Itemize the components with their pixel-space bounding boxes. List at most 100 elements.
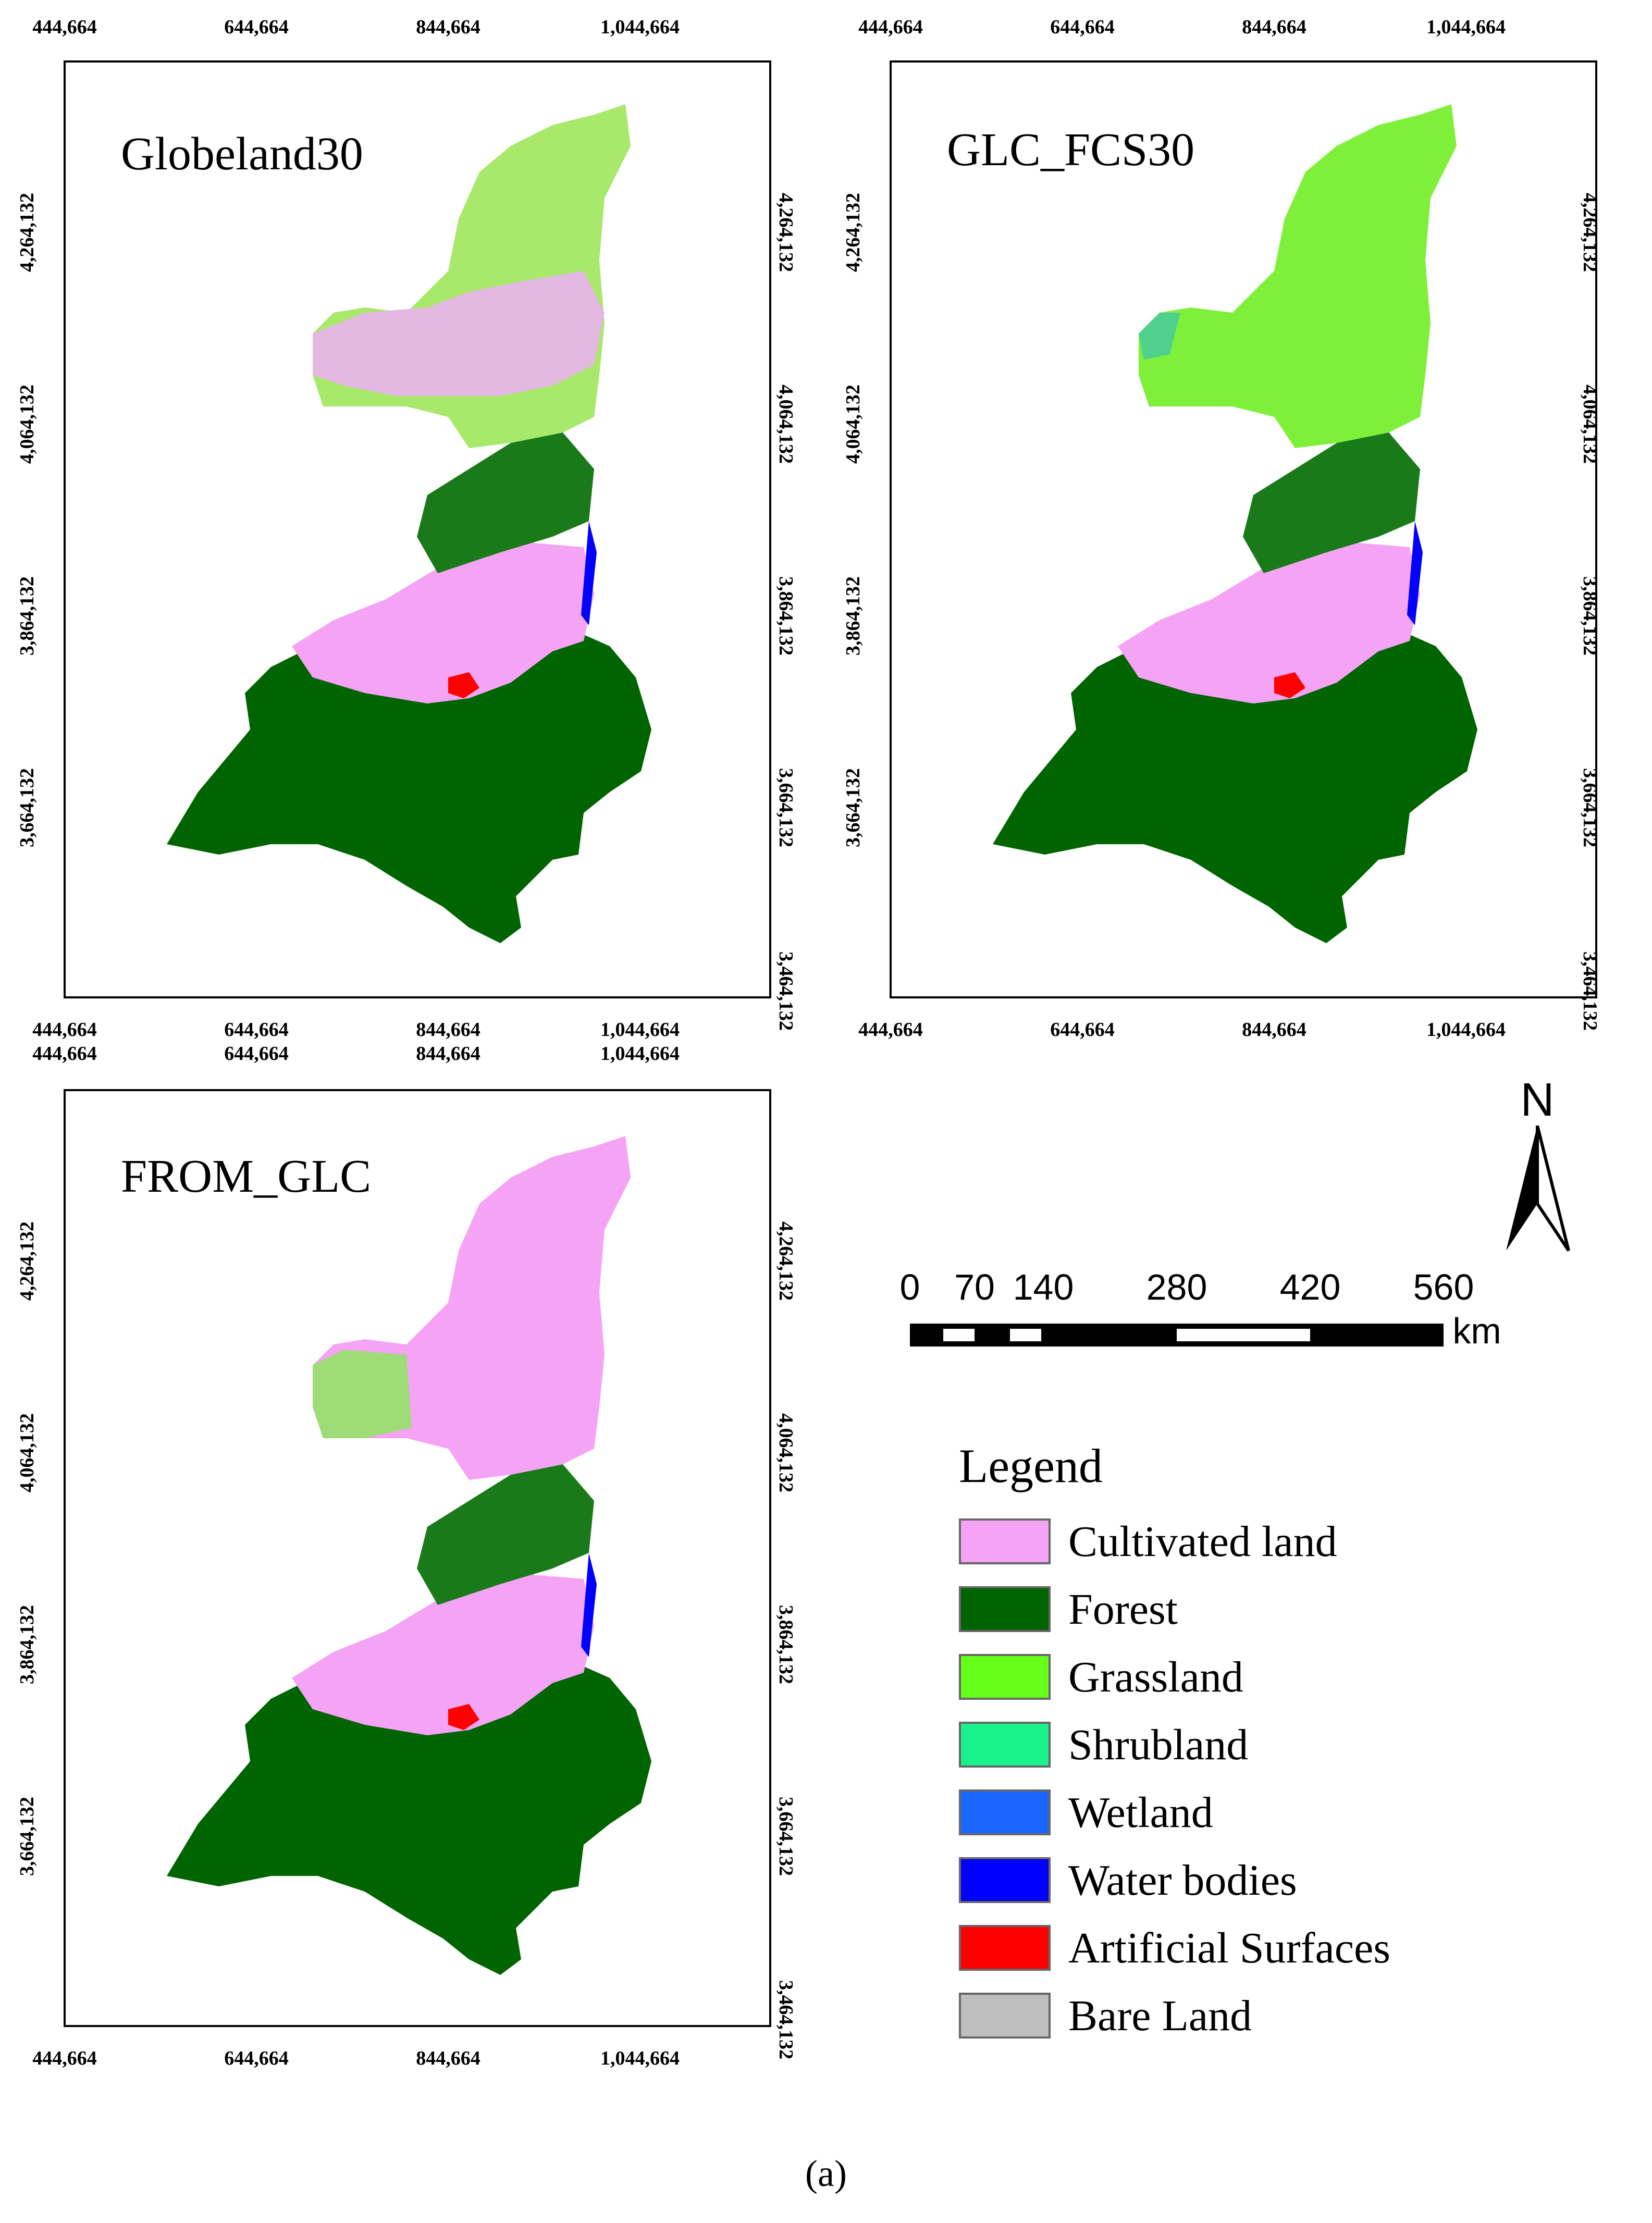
- legend-swatch: [959, 1654, 1051, 1700]
- legend-label: Water bodies: [1068, 1856, 1297, 1905]
- x-tick-bottom: 1,044,664: [600, 1019, 680, 1041]
- legend-item: Water bodies: [959, 1855, 1297, 1905]
- north-arrow: N: [1496, 1073, 1579, 1261]
- region-water: [581, 521, 597, 625]
- region-water: [581, 1553, 597, 1657]
- map-panel-from-glc: FROM_GLC 444,664 644,664 844,664 1,044,6…: [0, 1032, 829, 2074]
- region-water: [1407, 521, 1423, 625]
- y-tick-left: 3,864,132: [16, 1605, 38, 1684]
- region-forest: [167, 1647, 651, 1975]
- legend-label: Cultivated land: [1068, 1517, 1337, 1566]
- x-tick-top: 444,664: [32, 1043, 97, 1065]
- y-tick-right: 3,664,132: [1579, 768, 1601, 847]
- region-forest-mid: [417, 433, 594, 573]
- scale-label: 420: [1279, 1267, 1341, 1307]
- y-tick-left: 4,264,132: [842, 193, 864, 272]
- map-panel-globeland30: Globeland30 444,664 644,664 844,664 1,04…: [0, 0, 829, 1042]
- x-tick-top: 444,664: [32, 16, 97, 38]
- y-tick-right: 3,864,132: [775, 1605, 797, 1684]
- region-cultivated: [292, 1574, 594, 1735]
- legend-item: Shrubland: [959, 1720, 1248, 1770]
- legend-swatch: [959, 1789, 1051, 1835]
- x-tick-bottom: 444,664: [858, 1019, 923, 1041]
- legend-swatch: [959, 1857, 1051, 1903]
- region-forest-mid: [417, 1464, 594, 1605]
- legend-label: Forest: [1068, 1585, 1178, 1634]
- y-tick-right: 4,064,132: [775, 385, 797, 464]
- land-cover-map: [167, 1136, 651, 1975]
- map-frame: [64, 60, 771, 998]
- y-tick-left: 3,664,132: [16, 768, 38, 847]
- region-forest-mid: [1243, 433, 1420, 573]
- y-tick-left: 3,864,132: [16, 576, 38, 656]
- scale-bar: 0 70 140 280 420 560 km: [900, 1266, 1527, 1351]
- x-tick-bottom: 844,664: [1242, 1019, 1306, 1041]
- map-frame: [64, 1089, 771, 2027]
- region-artificial: [448, 672, 479, 698]
- scale-label: 560: [1413, 1267, 1474, 1307]
- region-artificial: [448, 1704, 479, 1730]
- y-tick-right: 3,464,132: [775, 952, 797, 1031]
- x-tick-bottom: 644,664: [224, 1019, 289, 1041]
- x-tick-bottom: 1,044,664: [1426, 1019, 1506, 1041]
- y-tick-right: 3,464,132: [1579, 952, 1601, 1031]
- y-tick-right: 4,264,132: [775, 1221, 797, 1301]
- y-tick-right: 3,864,132: [775, 576, 797, 656]
- y-tick-right: 4,264,132: [1579, 193, 1601, 272]
- x-tick-top: 844,664: [1242, 16, 1306, 38]
- y-tick-right: 4,064,132: [775, 1413, 797, 1492]
- scale-label: 140: [1013, 1267, 1074, 1307]
- north-arrow-icon: [1506, 1126, 1570, 1252]
- y-tick-right: 3,664,132: [775, 768, 797, 847]
- legend-title: Legend: [959, 1439, 1103, 1492]
- legend-item: Grassland: [959, 1652, 1243, 1702]
- y-tick-left: 4,064,132: [842, 385, 864, 464]
- y-tick-right: 4,064,132: [1579, 385, 1601, 464]
- map-title: GLC_FCS30: [947, 124, 1195, 176]
- legend-item: Bare Land: [959, 1991, 1252, 2041]
- map-panel-glc-fcs30: GLC_FCS30 444,664 644,664 844,664 1,044,…: [826, 0, 1652, 1042]
- region-forest: [167, 615, 651, 943]
- x-tick-top: 644,664: [1050, 16, 1115, 38]
- land-cover-map: [993, 104, 1477, 943]
- x-tick-top: 644,664: [224, 1043, 289, 1065]
- x-tick-top: 1,044,664: [1426, 16, 1506, 38]
- x-tick-bottom: 844,664: [416, 1019, 480, 1041]
- x-tick-top: 844,664: [416, 16, 480, 38]
- region-cultivated-north: [313, 271, 605, 396]
- x-tick-bottom: 644,664: [1050, 1019, 1115, 1041]
- map-frame: [890, 60, 1597, 998]
- y-tick-left: 3,664,132: [842, 768, 864, 847]
- legend-item: Forest: [959, 1584, 1178, 1634]
- legend-swatch: [959, 1586, 1051, 1632]
- y-tick-left: 4,064,132: [16, 1413, 38, 1492]
- legend-item: Wetland: [959, 1787, 1213, 1837]
- x-tick-bottom: 444,664: [32, 2047, 97, 2069]
- x-tick-top: 1,044,664: [600, 1043, 680, 1065]
- x-tick-top: 644,664: [224, 16, 289, 38]
- legend-swatch: [959, 1722, 1051, 1768]
- legend-label: Bare Land: [1068, 1991, 1252, 2040]
- north-label: N: [1520, 1074, 1555, 1126]
- region-grassland: [1139, 104, 1457, 448]
- legend-swatch: [959, 1925, 1051, 1971]
- region-artificial: [1274, 672, 1305, 698]
- map-title: FROM_GLC: [121, 1151, 372, 1202]
- scale-label: 70: [954, 1267, 995, 1307]
- land-cover-map: [167, 104, 651, 943]
- x-tick-top: 444,664: [858, 16, 923, 38]
- legend-item: Artificial Surfaces: [959, 1923, 1390, 1973]
- legend-swatch: [959, 1993, 1051, 2039]
- region-cultivated: [1118, 542, 1420, 703]
- y-tick-right: 4,264,132: [775, 193, 797, 272]
- y-tick-right: 3,864,132: [1579, 576, 1601, 656]
- y-tick-left: 3,864,132: [842, 576, 864, 656]
- legend-label: Wetland: [1068, 1788, 1213, 1837]
- y-tick-left: 4,264,132: [16, 193, 38, 272]
- x-tick-top: 1,044,664: [600, 16, 680, 38]
- y-tick-left: 4,064,132: [16, 385, 38, 464]
- region-cultivated: [292, 542, 594, 703]
- map-title: Globeland30: [121, 128, 363, 180]
- legend-label: Grassland: [1068, 1652, 1243, 1701]
- y-tick-left: 4,264,132: [16, 1221, 38, 1301]
